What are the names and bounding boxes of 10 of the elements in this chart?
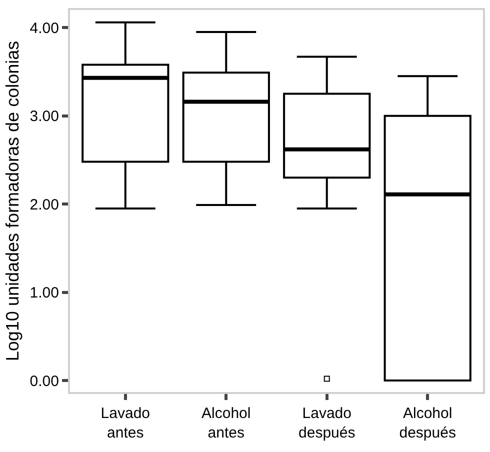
x-tick-label: Alcohol antes (202, 405, 251, 442)
y-tick-label: 3.00 (30, 108, 59, 126)
y-tick-label: 2.00 (30, 196, 59, 214)
y-tick-label: 4.00 (30, 20, 59, 37)
y-tick-label: 1.00 (30, 284, 59, 302)
y-tick-label: 0.00 (30, 372, 59, 390)
x-tick-label: Lavado después (298, 405, 356, 442)
x-tick-label: Lavado antes (100, 405, 150, 442)
x-tick-label: Alcohol después (399, 405, 456, 442)
y-axis-title: Log10 unidades formadoras de colonias (2, 40, 22, 362)
